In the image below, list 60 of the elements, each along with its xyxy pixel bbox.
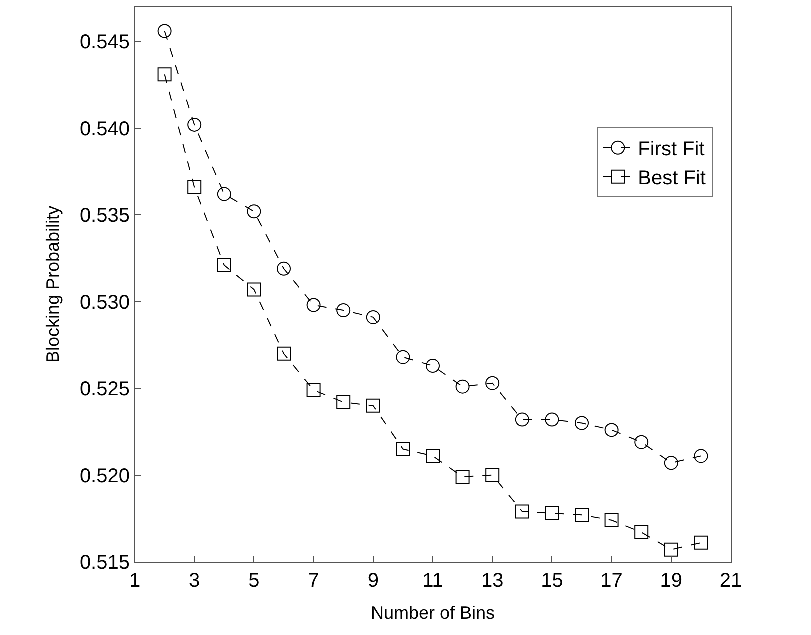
point [158, 68, 172, 82]
x-tick-label: 1 [129, 570, 141, 592]
point [664, 542, 678, 557]
x-tick-label: 3 [189, 570, 200, 592]
point [188, 118, 202, 132]
point [366, 398, 380, 413]
point [217, 187, 232, 202]
point [545, 412, 560, 427]
y-tick-label: 0.530 [80, 292, 130, 314]
legend-label: First Fit [638, 138, 706, 161]
point [694, 536, 708, 550]
y-tick-label: 0.540 [80, 118, 130, 140]
x-tick-label: 13 [481, 570, 504, 592]
x-tick-label: 15 [541, 570, 564, 592]
x-tick-label: 9 [368, 570, 379, 592]
point [694, 449, 708, 464]
point [545, 506, 560, 520]
x-tick-label: 5 [248, 570, 260, 592]
x-tick-label: 21 [720, 570, 742, 592]
point [426, 359, 440, 374]
y-tick-label: 0.535 [80, 205, 130, 228]
point [486, 376, 500, 390]
point [366, 310, 380, 324]
x-tick-label: 17 [600, 570, 623, 592]
x-tick-label: 7 [308, 570, 320, 592]
point [664, 456, 678, 470]
point [515, 412, 530, 427]
point [277, 262, 291, 276]
point [306, 383, 321, 398]
y-tick-label: 0.545 [80, 32, 130, 54]
point [247, 282, 262, 297]
legend-label: Best Fit [638, 168, 706, 190]
point [336, 304, 351, 318]
point [247, 204, 262, 219]
point [456, 380, 470, 394]
point [217, 258, 232, 272]
point [336, 395, 351, 410]
point [396, 350, 410, 364]
point [456, 470, 470, 484]
point [515, 504, 530, 519]
y-tick-label: 0.520 [80, 465, 130, 488]
point [604, 513, 619, 528]
x-tick-label: 11 [422, 570, 444, 592]
point [306, 298, 321, 312]
y-axis-title: Blocking Probability [43, 206, 64, 364]
y-tick-label: 0.515 [80, 552, 130, 574]
point [396, 442, 410, 456]
point [575, 416, 589, 430]
point [634, 435, 649, 450]
point [575, 508, 589, 522]
point [188, 180, 202, 194]
x-tick-label: 19 [660, 570, 683, 592]
point [604, 423, 619, 438]
point [158, 24, 172, 38]
point [426, 449, 440, 464]
point [277, 346, 291, 361]
y-tick-label: 0.525 [80, 378, 130, 401]
point [634, 526, 649, 540]
x-axis-title: Number of Bins [370, 603, 496, 624]
point [486, 468, 500, 482]
